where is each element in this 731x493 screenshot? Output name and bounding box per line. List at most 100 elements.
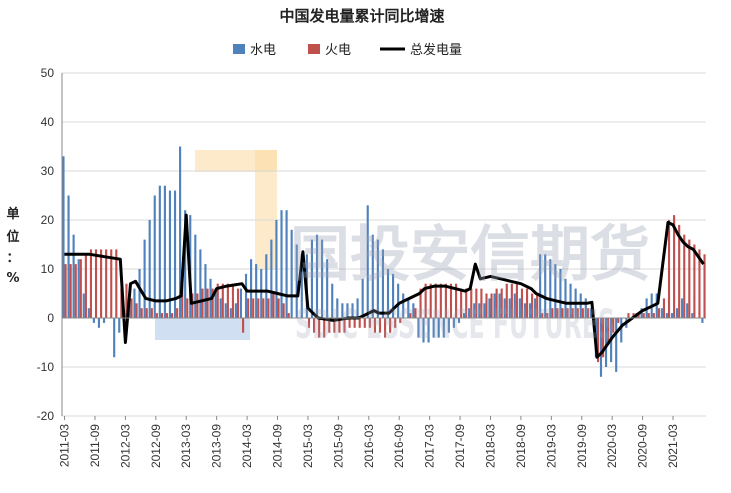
- bar-thermal: [662, 298, 666, 318]
- bar-hydro: [82, 293, 85, 318]
- bar-hydro: [437, 318, 440, 338]
- bar-thermal: [667, 220, 671, 318]
- bar-thermal: [698, 249, 701, 318]
- bar-hydro: [559, 269, 562, 318]
- bar-thermal: [444, 283, 447, 318]
- bar-hydro: [366, 205, 369, 318]
- bar-hydro: [250, 259, 253, 318]
- bar-hydro: [589, 308, 592, 318]
- bar-thermal: [135, 303, 138, 318]
- legend-swatch-thermal: [308, 44, 320, 54]
- bar-hydro: [102, 318, 106, 323]
- bar-hydro: [310, 239, 314, 318]
- bar-hydro: [72, 234, 75, 318]
- bar-hydro: [564, 278, 567, 318]
- bar-thermal: [328, 318, 331, 333]
- bar-thermal: [272, 293, 275, 318]
- bar-thermal: [120, 288, 123, 318]
- bar-hydro: [138, 269, 141, 318]
- bar-thermal: [389, 318, 392, 333]
- bar-hydro: [97, 318, 101, 328]
- bar-thermal: [165, 313, 169, 318]
- bar-thermal: [546, 313, 549, 318]
- bar-hydro: [473, 303, 476, 318]
- bar-hydro: [113, 318, 116, 358]
- x-tick-label: 2017-09: [453, 424, 467, 468]
- y-tick-label: -10: [37, 360, 55, 374]
- bar-hydro: [270, 239, 273, 318]
- bar-hydro: [321, 239, 324, 318]
- bar-hydro: [584, 298, 587, 318]
- bar-thermal: [434, 283, 437, 318]
- bar-hydro: [701, 318, 704, 323]
- bar-hydro: [351, 303, 354, 318]
- bar-hydro: [488, 298, 491, 318]
- watermark-text: 国投安信期货: [290, 220, 650, 290]
- bar-hydro: [356, 298, 359, 318]
- bar-thermal: [576, 308, 579, 318]
- bar-thermal: [571, 308, 574, 318]
- bar-hydro: [300, 254, 303, 318]
- bar-thermal: [607, 318, 610, 343]
- bar-hydro: [518, 298, 521, 318]
- bar-hydro: [432, 318, 435, 338]
- bar-hydro: [92, 318, 95, 323]
- legend: 水电 火电 总发电量: [233, 42, 462, 58]
- bar-thermal: [414, 308, 417, 318]
- bar-thermal: [652, 313, 655, 318]
- x-tick-label: 2014-03: [240, 424, 254, 468]
- bar-hydro: [498, 293, 501, 318]
- bar-thermal: [515, 283, 518, 318]
- bar-thermal: [693, 244, 696, 318]
- x-tick-label: 2012-03: [118, 424, 132, 468]
- bar-thermal: [267, 298, 270, 318]
- bar-hydro: [173, 190, 177, 318]
- bar-thermal: [89, 249, 93, 318]
- bar-thermal: [510, 283, 513, 318]
- bar-thermal: [323, 318, 326, 338]
- bar-thermal: [520, 288, 524, 318]
- bar-thermal: [429, 283, 432, 318]
- bar-hydro: [260, 269, 263, 318]
- bar-thermal: [647, 313, 650, 318]
- legend-label-hydro: 水电: [250, 43, 276, 58]
- bar-hydro: [686, 303, 689, 318]
- bar-hydro: [691, 313, 694, 318]
- bar-thermal: [64, 264, 67, 318]
- y-axis: -20 -10 0 10 20 30 40 50: [37, 66, 706, 423]
- bar-thermal: [125, 283, 128, 318]
- legend-swatch-hydro: [233, 44, 245, 54]
- bar-thermal: [252, 298, 255, 318]
- bar-thermal: [673, 215, 676, 318]
- y-tick-label: 30: [41, 164, 55, 178]
- x-tick-label: 2020-03: [605, 424, 619, 468]
- x-tick-label: 2013-09: [210, 424, 224, 468]
- bar-thermal: [551, 308, 554, 318]
- bar-thermal: [596, 318, 600, 363]
- x-tick-label: 2011-09: [88, 424, 102, 467]
- bar-thermal: [160, 313, 164, 318]
- bar-thermal: [226, 283, 229, 318]
- bar-thermal: [191, 293, 194, 318]
- bar-thermal: [439, 283, 442, 318]
- bar-hydro: [493, 293, 496, 318]
- bar-hydro: [407, 298, 410, 318]
- bar-thermal: [678, 224, 681, 318]
- x-tick-label: 2018-09: [514, 424, 528, 468]
- bar-thermal: [485, 293, 488, 318]
- bar-hydro: [513, 293, 516, 318]
- line-total-generation: [64, 213, 705, 359]
- bar-thermal: [581, 308, 584, 318]
- bar-thermal: [257, 298, 260, 318]
- watermark-logo-stem-orange: [255, 150, 277, 270]
- bar-hydro: [402, 293, 405, 318]
- x-tick-label: 2014-09: [271, 424, 285, 468]
- bar-hydro: [295, 244, 298, 318]
- y-axis-label: 单 位 ： %: [6, 206, 19, 286]
- bar-hydro: [457, 318, 461, 323]
- bar-hydro: [118, 318, 121, 333]
- bar-hydro: [315, 234, 319, 318]
- x-tick-label: 2011-03: [58, 424, 72, 467]
- watermark-subtext: SDIC ESSENCE FUTURES: [295, 302, 615, 348]
- bar-thermal: [231, 283, 235, 318]
